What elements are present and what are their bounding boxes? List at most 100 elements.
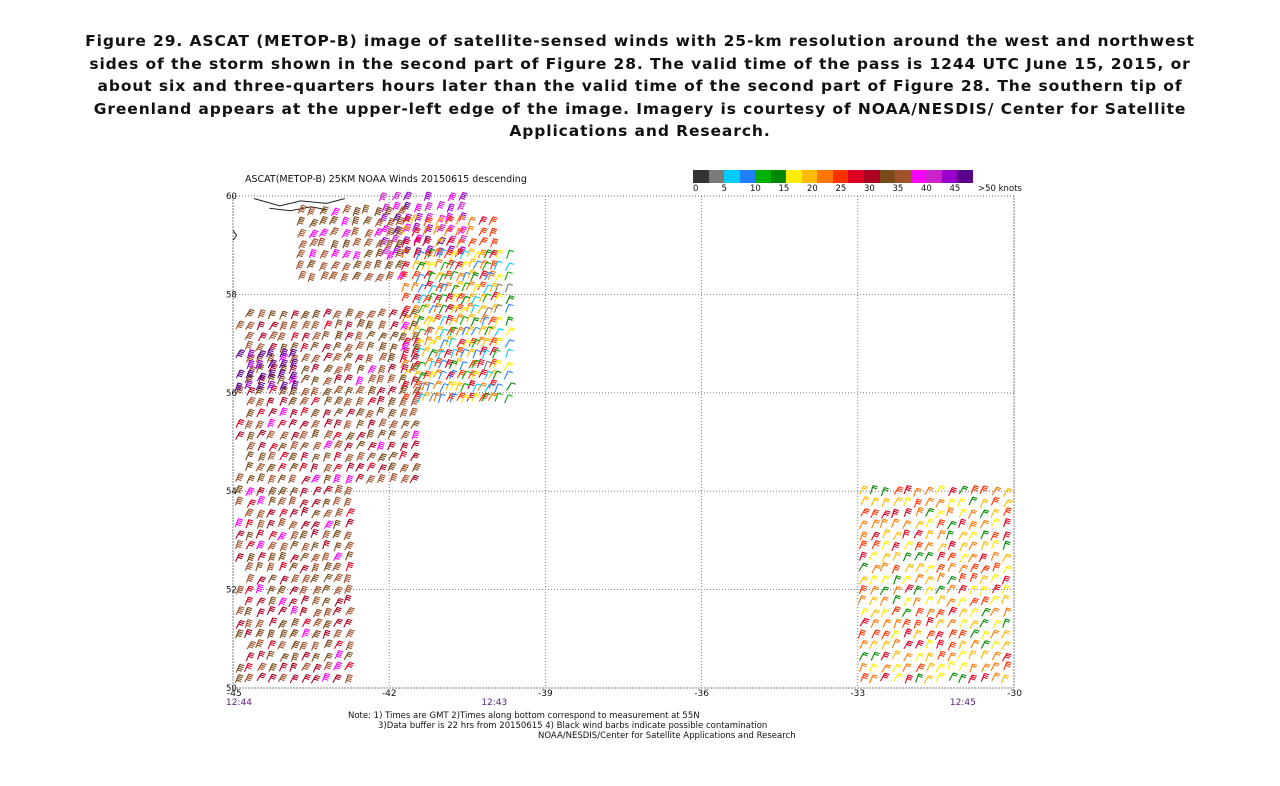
wind-barb: [476, 358, 485, 369]
wind-barb: [439, 328, 449, 338]
wind-barb: [245, 573, 255, 584]
wind-barb: [436, 200, 446, 210]
wind-barb: [279, 310, 288, 320]
wind-barb: [880, 510, 891, 519]
wind-barb: [321, 552, 330, 562]
wind-barb: [334, 507, 344, 518]
wind-barb: [444, 281, 453, 292]
wind-barb: [494, 328, 504, 337]
wind-barb: [481, 316, 490, 326]
wind-barb: [387, 352, 396, 363]
wind-barb: [343, 352, 354, 361]
wind-barb: [470, 370, 481, 380]
wind-barb: [345, 629, 355, 638]
wind-barb: [365, 474, 376, 484]
wind-barb: [440, 261, 450, 271]
wind-barb: [290, 310, 300, 320]
wind-barb: [1001, 640, 1011, 650]
wind-barb: [333, 366, 344, 375]
wind-barb: [428, 360, 437, 370]
wind-barb: [460, 260, 470, 270]
wind-barb: [362, 216, 373, 225]
wind-barb: [462, 271, 471, 282]
wind-barb: [361, 204, 370, 214]
wind-barb: [343, 618, 353, 628]
wind-barb: [278, 662, 288, 672]
wind-barb: [901, 575, 912, 585]
wind-barb: [334, 650, 344, 660]
colorbar-swatch: [879, 170, 896, 183]
wind-barb: [301, 353, 311, 363]
wind-barb: [467, 379, 476, 390]
wind-barb: [401, 248, 410, 258]
wind-barb: [289, 320, 298, 330]
wind-barb: [991, 651, 1002, 661]
wind-barb: [992, 562, 1001, 572]
wind-barb: [477, 382, 488, 391]
wind-barb: [915, 506, 925, 517]
wind-barb: [449, 270, 459, 280]
wind-barb: [246, 640, 257, 650]
wind-barb: [413, 203, 423, 213]
wind-barb: [432, 313, 443, 323]
wind-barb: [290, 380, 299, 390]
wind-barb: [387, 397, 397, 407]
wind-barb: [868, 663, 878, 673]
wind-barb: [300, 520, 311, 530]
wind-barb: [235, 419, 245, 428]
wind-barb: [417, 371, 427, 381]
wind-barb: [341, 262, 351, 272]
wind-barb: [375, 248, 384, 258]
wind-barb: [363, 238, 374, 247]
plot-title: ASCAT(METOP-B) 25KM NOAA Winds 20150615 …: [245, 174, 527, 185]
wind-barb: [301, 662, 311, 671]
wind-barb: [467, 216, 477, 226]
wind-barb: [300, 451, 309, 462]
wind-barb: [343, 343, 354, 353]
wind-barb: [279, 386, 288, 396]
wind-barb: [384, 260, 394, 270]
wind-barb: [410, 281, 419, 292]
wind-barb: [299, 499, 309, 508]
wind-barb: [288, 474, 297, 484]
wind-barb: [377, 364, 386, 375]
wind-barb: [935, 663, 946, 673]
wind-barb: [333, 586, 343, 596]
wind-barb: [354, 354, 364, 364]
wind-barb: [376, 406, 385, 416]
wind-barb: [255, 619, 265, 629]
wind-barb: [494, 337, 504, 347]
wind-barb: [365, 320, 374, 330]
wind-barb: [492, 349, 501, 359]
wind-barb: [915, 607, 924, 617]
wind-barb: [244, 606, 253, 617]
wind-barb: [322, 629, 331, 640]
wind-barb: [344, 541, 354, 551]
wind-barb: [438, 293, 448, 303]
wind-barb: [389, 472, 398, 483]
wind-barb: [439, 339, 449, 349]
wind-barb: [433, 248, 442, 258]
wind-barb: [300, 595, 310, 605]
wind-barb: [352, 206, 361, 217]
wind-barb: [489, 346, 499, 356]
wind-barb: [415, 261, 426, 271]
wind-barb: [859, 662, 868, 673]
wind-barb: [478, 293, 488, 303]
wind-barb: [256, 509, 265, 519]
wind-barb: [308, 248, 317, 259]
wind-barb: [279, 542, 289, 552]
wind-barb: [456, 215, 465, 225]
wind-barb: [332, 352, 343, 362]
wind-barb: [912, 597, 921, 607]
wind-barb: [321, 584, 331, 594]
wind-barb: [235, 369, 245, 379]
wind-barb: [479, 259, 489, 269]
wind-barb: [913, 585, 923, 595]
wind-barb: [235, 619, 246, 629]
wind-barb: [1002, 540, 1011, 550]
wind-barb: [310, 408, 320, 418]
wind-barb: [299, 396, 310, 406]
wind-barb: [879, 586, 890, 596]
wind-barb: [946, 584, 957, 594]
